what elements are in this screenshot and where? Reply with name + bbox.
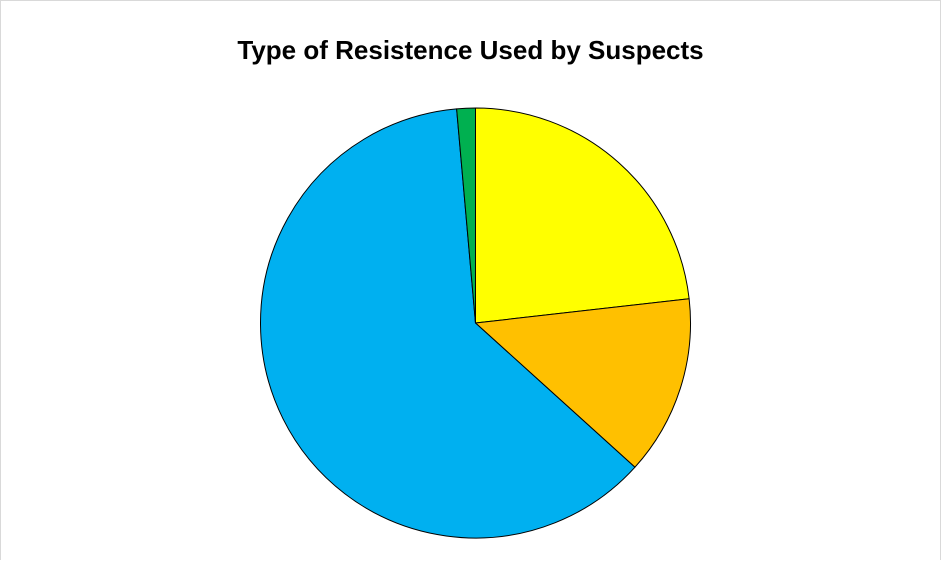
chart-title: Type of Resistence Used by Suspects bbox=[237, 35, 704, 65]
pie-slice-3 bbox=[260, 108, 636, 539]
pie-slice-1 bbox=[475, 107, 690, 324]
pie-slice-2 bbox=[475, 298, 692, 468]
pie-slice-4 bbox=[456, 107, 476, 324]
